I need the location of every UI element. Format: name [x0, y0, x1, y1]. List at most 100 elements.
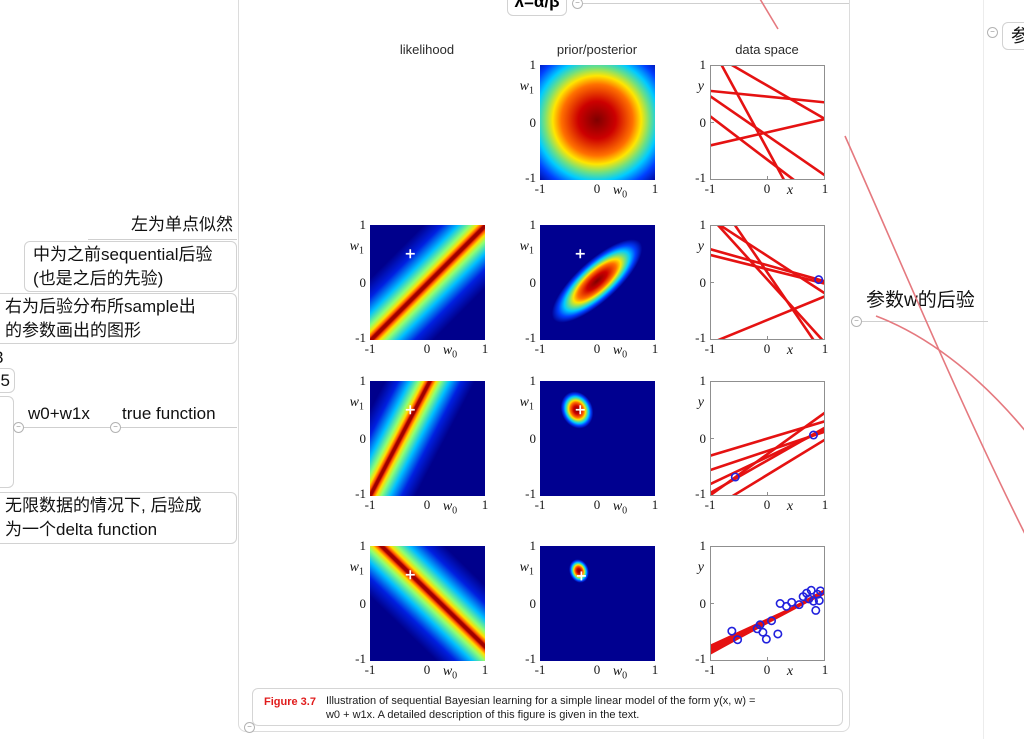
partial-node-empty[interactable] [0, 396, 14, 488]
y-axis-label: y [697, 560, 704, 575]
y-tick-label: -1 [695, 486, 706, 501]
partial-node-right[interactable]: 参 [1002, 22, 1024, 50]
x-tick-label: 0 [593, 341, 601, 356]
y-tick-label: 1 [699, 373, 707, 388]
collapse-icon[interactable]: − [13, 422, 24, 433]
x-tick-label: 0 [423, 341, 431, 356]
x-axis-label: x [786, 499, 794, 514]
y-tick-label: -1 [355, 486, 366, 501]
canvas-divider [983, 0, 984, 739]
plot-likelihood-row2: 1 w1 0 -1 -1 0 w0 1 [350, 217, 489, 361]
plot-canvas [540, 546, 655, 661]
node-true-function[interactable]: true function [122, 404, 216, 423]
plot-prior-posterior-row1: 1 w1 0 -1 -1 0 w0 1 [520, 57, 659, 201]
note-sequential[interactable]: 中为之前sequential后验 (也是之后的先验) [24, 241, 237, 292]
node-w0-w1x[interactable]: w0+w1x [28, 404, 90, 423]
y-axis-label: w1 [349, 560, 364, 578]
node-w0-w1x-underline [18, 427, 113, 428]
y-tick-label: 0 [529, 596, 537, 611]
collapse-icon[interactable]: − [851, 316, 862, 327]
node-true-function-underline [115, 427, 237, 428]
figure-caption-label: Figure 3.7 [264, 696, 316, 708]
lambda-node[interactable]: λ=α/β [507, 0, 567, 16]
collapse-icon[interactable]: − [572, 0, 583, 9]
y-tick-label: 1 [699, 217, 707, 232]
y-axis-label: w1 [519, 79, 534, 97]
x-tick-label: 0 [593, 181, 601, 196]
x-tick-label: 1 [821, 497, 829, 512]
y-axis-label: w1 [519, 239, 534, 257]
y-tick-label: -1 [355, 651, 366, 666]
y-tick-label: 0 [699, 431, 707, 446]
x-tick-label: 1 [651, 341, 659, 356]
x-tick-label: 1 [651, 662, 659, 677]
top-node-underline [583, 3, 849, 4]
connector-edge [844, 135, 1024, 534]
x-axis-label: x [786, 183, 794, 198]
x-tick-label: -1 [534, 497, 546, 512]
figure-caption-box[interactable]: Figure 3.7 Illustration of sequential Ba… [252, 688, 843, 726]
partial-node-digit-top[interactable]: 3 [0, 345, 3, 370]
plot-data-space-row3: 1 y 0 -1 -1 0 x 1 [695, 373, 828, 514]
x-axis-label: w0 [612, 664, 628, 682]
plot-canvas [710, 65, 825, 180]
x-axis-label: x [786, 343, 794, 358]
x-tick-label: 1 [821, 341, 829, 356]
plot-canvas [370, 225, 485, 340]
x-tick-label: -1 [704, 662, 716, 677]
figure-caption-text: Illustration of sequential Bayesian lear… [325, 695, 756, 721]
y-tick-label: -1 [695, 651, 706, 666]
x-tick-label: 1 [651, 497, 659, 512]
x-tick-label: 0 [763, 181, 771, 196]
y-tick-label: -1 [355, 330, 366, 345]
y-tick-label: 0 [529, 115, 537, 130]
x-tick-label: -1 [364, 341, 376, 356]
y-axis-label: w1 [519, 395, 534, 413]
note-sample[interactable]: 右为后验分布所sample出 的参数画出的图形 [0, 293, 237, 344]
y-tick-label: 0 [529, 275, 537, 290]
node-posterior-w[interactable]: 参数w的后验 [866, 290, 975, 311]
y-axis-label: w1 [519, 560, 534, 578]
y-tick-label: 0 [699, 115, 707, 130]
x-axis-label: x [786, 664, 794, 679]
y-axis-label: y [697, 395, 704, 410]
x-tick-label: 0 [763, 497, 771, 512]
plot-canvas [370, 546, 485, 661]
y-tick-label: -1 [695, 330, 706, 345]
x-tick-label: 1 [651, 181, 659, 196]
plot-prior-posterior-row3: 1 w1 0 -1 -1 0 w0 1 [520, 373, 659, 517]
partial-node-digit-bottom[interactable]: 5 [0, 368, 15, 393]
y-tick-label: 1 [359, 217, 367, 232]
x-tick-label: 0 [423, 662, 431, 677]
y-tick-label: 0 [699, 275, 707, 290]
y-tick-label: 1 [699, 57, 707, 72]
column-header-likelihood: likelihood [399, 42, 455, 57]
connector-edge [875, 315, 1024, 431]
y-tick-label: 1 [699, 538, 707, 553]
note-likelihood-underline [88, 239, 237, 240]
x-tick-label: -1 [704, 341, 716, 356]
x-tick-label: 0 [423, 497, 431, 512]
plot-prior-posterior-row2: 1 w1 0 -1 -1 0 w0 1 [520, 217, 659, 361]
y-tick-label: 1 [359, 373, 367, 388]
collapse-icon[interactable]: − [110, 422, 121, 433]
x-axis-label: w0 [442, 664, 458, 682]
collapse-icon[interactable]: − [987, 27, 998, 38]
note-delta-function[interactable]: 无限数据的情况下, 后验成 为一个delta function [0, 492, 237, 544]
plot-data-space-row1: 1 y 0 -1 -1 0 x 1 [695, 57, 828, 198]
x-tick-label: 1 [481, 497, 489, 512]
y-tick-label: 1 [529, 57, 537, 72]
y-tick-label: 0 [359, 596, 367, 611]
y-tick-label: 1 [529, 538, 537, 553]
y-axis-label: y [697, 79, 704, 94]
plot-canvas [710, 546, 825, 661]
x-tick-label: 0 [763, 662, 771, 677]
plot-likelihood-row3: 1 w1 0 -1 -1 0 w0 1 [350, 373, 489, 517]
note-likelihood[interactable]: 左为单点似然 [131, 215, 233, 234]
x-tick-label: -1 [534, 341, 546, 356]
collapse-icon[interactable]: − [244, 722, 255, 733]
y-axis-label: w1 [349, 395, 364, 413]
column-header-data-space: data space [735, 42, 799, 57]
plot-canvas [710, 381, 825, 496]
